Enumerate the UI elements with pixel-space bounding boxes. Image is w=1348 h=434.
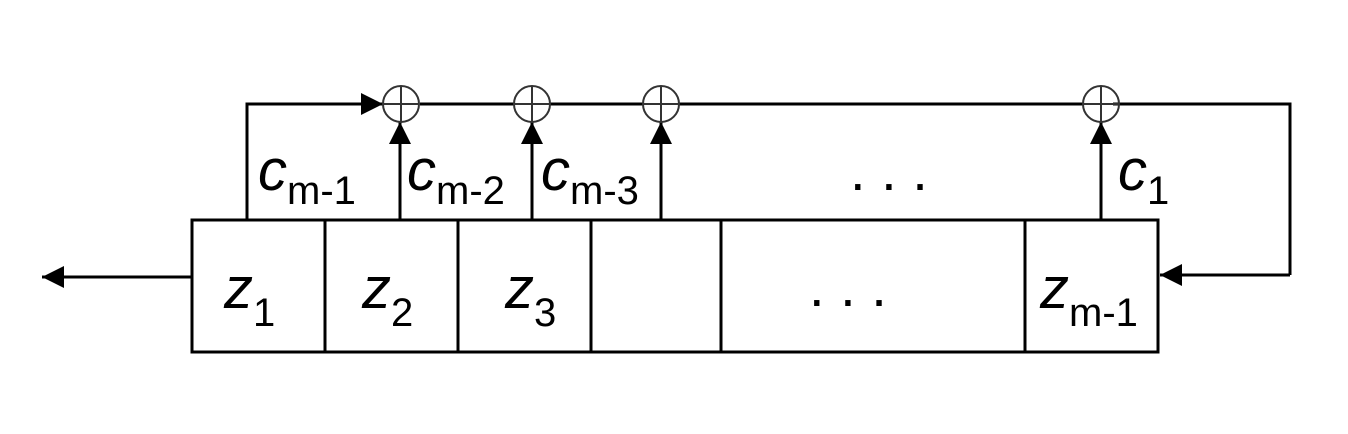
xor-node-1: [382, 85, 420, 123]
xor-node-4: [1082, 85, 1120, 123]
register-sub-z2: 2: [391, 291, 413, 335]
coef-var-c1: c: [1118, 138, 1147, 203]
coef-sub-cm3: m-3: [570, 169, 639, 213]
register-label-zm1: zm-1: [1039, 256, 1138, 335]
feedback-line-top: [1113, 102, 1292, 275]
register-cell-empty: [589, 218, 723, 354]
coef-var-cm3: c: [541, 138, 570, 203]
register-row: [190, 218, 1160, 354]
coef-var-cm2: c: [407, 138, 436, 203]
register-label-z3: z3: [504, 256, 556, 335]
coef-dots: . . .: [850, 139, 928, 202]
register-sub-z3: 3: [534, 291, 556, 335]
xor-node-2: [513, 85, 551, 123]
register-dots: . . .: [809, 255, 887, 318]
register-sub-zm1: m-1: [1069, 291, 1138, 335]
coef-sub-c1: 1: [1147, 169, 1169, 213]
tap-line-first: [245, 93, 383, 220]
register-var-z1: z: [223, 256, 253, 321]
register-sub-z1: 1: [253, 291, 275, 335]
register-var-z3: z: [504, 256, 534, 321]
coef-label-cm2: cm-2: [407, 138, 505, 213]
register-var-zm1: z: [1039, 256, 1069, 321]
register-label-z2: z2: [361, 256, 413, 335]
coef-sub-cm2: m-2: [436, 169, 505, 213]
coef-label-c1: c1: [1118, 138, 1169, 213]
coef-sub-cm1: m-1: [287, 169, 356, 213]
coef-var-cm1: c: [258, 138, 287, 203]
register-var-z2: z: [361, 256, 391, 321]
xor-node-3: [642, 85, 680, 123]
register-label-z1: z1: [223, 256, 275, 335]
coef-label-cm1: cm-1: [258, 138, 356, 213]
register-cell-zm1: [1023, 218, 1160, 354]
coef-label-cm3: cm-3: [541, 138, 639, 213]
